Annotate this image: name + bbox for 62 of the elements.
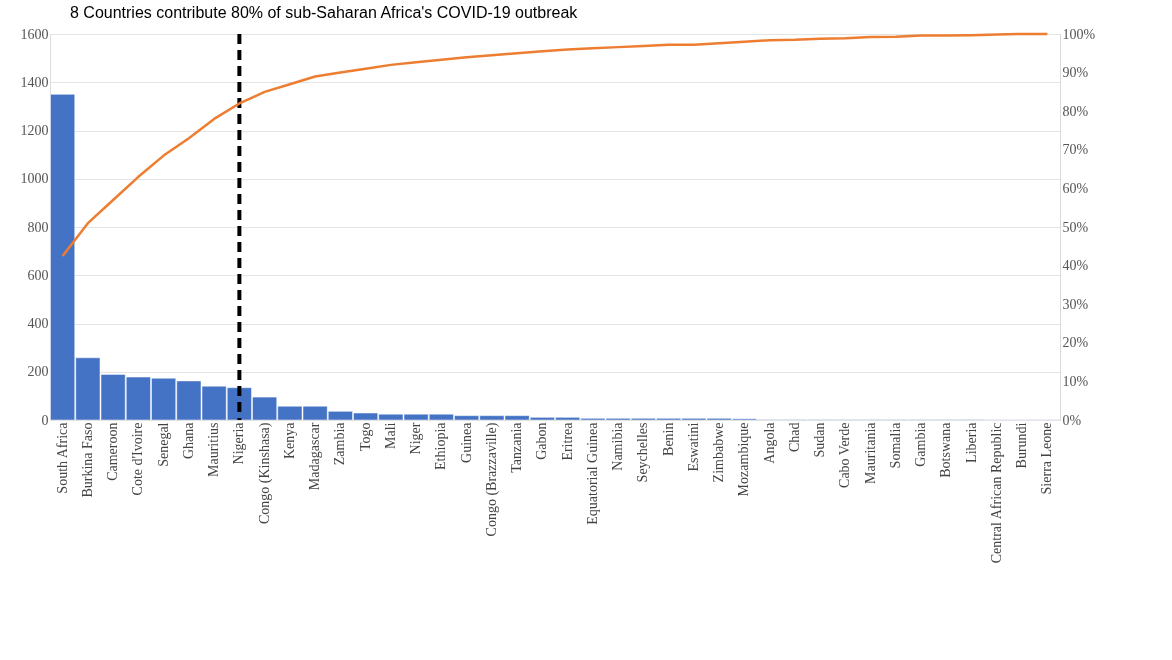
y-tick-label: 1000	[20, 171, 49, 187]
x-tick-label: Kenya	[281, 421, 297, 460]
y-tick-label: 1200	[20, 123, 49, 138]
x-tick-label: Congo (Kinshasa)	[256, 422, 273, 524]
y2-tick-label: 90%	[1062, 65, 1089, 81]
x-tick-label: Sierra Leone	[1039, 422, 1055, 495]
y-tick-label: 600	[27, 267, 49, 283]
line-series	[61, 32, 1049, 258]
x-tick-label: Liberia	[963, 421, 979, 463]
x-tick-label: Namibia	[610, 421, 626, 471]
x-tick-label: Gabon	[534, 422, 550, 460]
x-tick-label: Zambia	[332, 421, 348, 466]
x-tick-label: Somalia	[887, 421, 903, 469]
x-tick-label: Mauritania	[862, 421, 878, 484]
x-tick-label: Senegal	[155, 422, 171, 467]
y-tick-label: 1600	[20, 26, 49, 42]
x-tick-label: Benin	[660, 422, 676, 456]
y-tick-label: 0	[41, 412, 49, 428]
x-tick-label: Gambia	[913, 421, 929, 467]
y2-tick-label: 0%	[1062, 412, 1082, 428]
x-tick-label: Guinea	[458, 421, 474, 463]
x-tick-label: Cameroon	[105, 422, 121, 481]
chart-title: 8 Countries contribute 80% of sub-Saharan Africa's COVID-19 outbreak	[70, 4, 579, 21]
x-tick-label: Seychelles	[635, 422, 651, 483]
x-tick-label: Madagascar	[307, 422, 323, 491]
x-tick-label: Tanzania	[509, 421, 525, 473]
x-tick-label: Mali	[382, 422, 398, 449]
x-tick-label: Nigeria	[231, 421, 247, 465]
x-tick-label: Mauritius	[206, 422, 222, 477]
y2-tick-label: 30%	[1062, 296, 1089, 312]
x-tick-label: Burundi	[1014, 422, 1030, 469]
y2-tick-label: 40%	[1062, 258, 1089, 274]
x-tick-label: Chad	[786, 422, 802, 453]
x-tick-label: Eswatini	[685, 422, 701, 472]
x-tick-label: Togo	[357, 422, 373, 452]
x-tick-label: Equatorial Guinea	[584, 421, 600, 525]
y-tick-label: 400	[27, 316, 49, 331]
x-tick-label: South Africa	[54, 421, 70, 494]
x-tick-label: Niger	[408, 422, 424, 455]
x-tick-label: Ethiopia	[433, 421, 449, 470]
x-tick-label: Angola	[761, 421, 777, 464]
x-tick-label: Cabo Verde	[837, 422, 853, 488]
x-tick-label: Cote d'Ivoire	[130, 422, 146, 496]
y2-tick-label: 100%	[1062, 26, 1096, 42]
x-tick-label: Congo (Brazzaville)	[483, 422, 500, 537]
y-tick-label: 200	[27, 364, 49, 380]
y2-tick-label: 60%	[1062, 180, 1089, 196]
x-tick-label: Zimbabwe	[711, 422, 727, 483]
x-tick-label: Botswana	[938, 421, 954, 478]
y2-tick-label: 50%	[1062, 219, 1089, 235]
x-tick-label: Burkina Faso	[79, 422, 95, 498]
y2-tick-label: 10%	[1062, 373, 1089, 389]
y-tick-label: 800	[27, 219, 49, 235]
x-tick-label: Sudan	[812, 422, 828, 458]
y2-tick-label: 70%	[1062, 142, 1089, 158]
x-tick-label: Eritrea	[559, 421, 575, 461]
x-tick-label: Mozambique	[736, 422, 752, 497]
y2-tick-label: 80%	[1062, 103, 1089, 119]
y2-tick-label: 20%	[1062, 335, 1089, 351]
x-tick-label: Ghana	[180, 421, 196, 460]
x-tick-label: Central African Republic	[988, 422, 1004, 564]
y-tick-label: 1400	[20, 74, 49, 90]
